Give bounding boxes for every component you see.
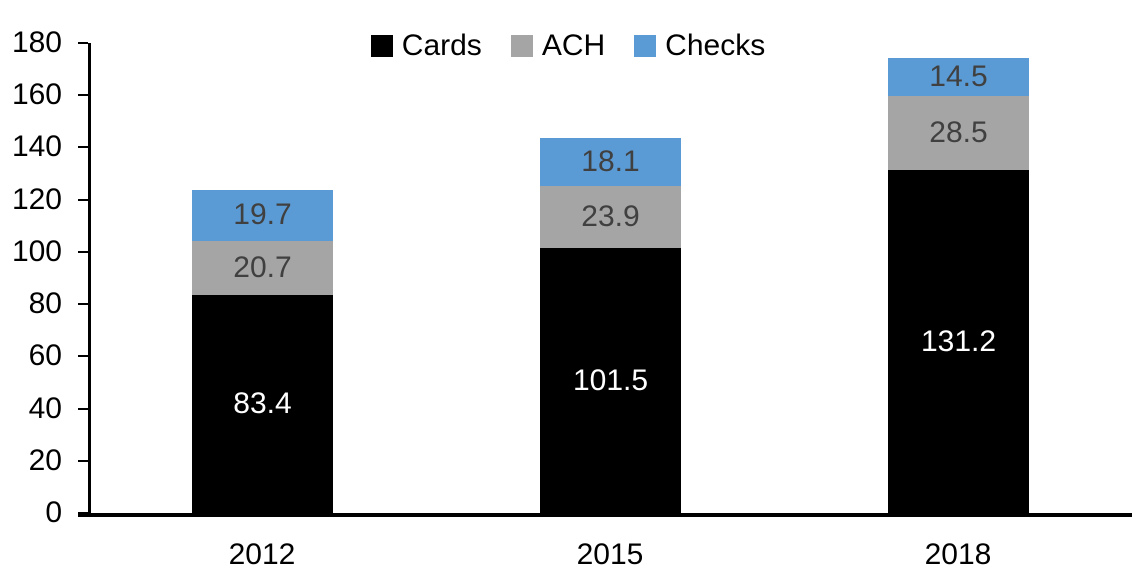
bar-segment-2012-checks: 19.7 bbox=[192, 189, 333, 242]
bar-value-label: 101.5 bbox=[572, 363, 649, 397]
y-axis-tick bbox=[78, 303, 88, 305]
bar-segment-2015-cards: 101.5 bbox=[540, 248, 681, 513]
y-axis-line bbox=[88, 43, 91, 517]
bar-value-label: 20.7 bbox=[233, 251, 292, 285]
legend-label: Cards bbox=[401, 29, 482, 62]
bar-value-label: 23.9 bbox=[581, 199, 640, 233]
x-axis-category-label: 2015 bbox=[576, 538, 644, 571]
y-axis-tick bbox=[78, 251, 88, 253]
y-axis-tick-label: 100 bbox=[11, 235, 62, 268]
y-axis-tick bbox=[78, 199, 88, 201]
y-axis-tick-label: 160 bbox=[11, 78, 62, 111]
legend-swatch-icon bbox=[634, 35, 657, 57]
y-axis-tick bbox=[78, 460, 88, 462]
y-axis-tick-label: 20 bbox=[28, 444, 62, 477]
bar-segment-2018-ach: 28.5 bbox=[888, 96, 1029, 171]
legend-label: Checks bbox=[665, 29, 766, 62]
bar-segment-2015-checks: 18.1 bbox=[540, 138, 681, 186]
bar-value-label: 131.2 bbox=[920, 324, 997, 358]
y-axis-tick bbox=[78, 94, 88, 96]
x-axis-category-label: 2012 bbox=[228, 538, 296, 571]
y-axis-tick-label: 40 bbox=[28, 392, 62, 425]
legend-label: ACH bbox=[541, 29, 606, 62]
bar-value-label: 19.7 bbox=[233, 198, 292, 232]
y-axis-tick bbox=[78, 408, 88, 410]
y-axis-tick-label: 120 bbox=[11, 183, 62, 216]
y-axis-tick-label: 0 bbox=[45, 496, 62, 529]
bar-segment-2018-checks: 14.5 bbox=[888, 58, 1029, 96]
y-axis-tick-label: 60 bbox=[28, 339, 62, 372]
y-axis-tick bbox=[78, 42, 88, 44]
bar-segment-2015-ach: 23.9 bbox=[540, 185, 681, 248]
y-axis-tick bbox=[78, 146, 88, 148]
bar-segment-2018-cards: 131.2 bbox=[888, 170, 1029, 513]
bar-value-label: 83.4 bbox=[233, 387, 292, 421]
legend-swatch-icon bbox=[510, 35, 533, 57]
x-axis-category-label: 2018 bbox=[924, 538, 992, 571]
bar-value-label: 18.1 bbox=[581, 144, 640, 178]
legend-item-checks: Checks bbox=[634, 31, 765, 61]
y-axis-tick bbox=[78, 355, 88, 357]
legend-item-cards: Cards bbox=[370, 29, 482, 62]
y-axis-tick-label: 80 bbox=[28, 287, 62, 320]
legend-item-ach: ACH bbox=[510, 29, 606, 62]
bar-segment-2012-cards: 83.4 bbox=[192, 295, 333, 513]
y-axis-tick-label: 140 bbox=[11, 130, 62, 163]
y-axis-tick-label: 180 bbox=[11, 26, 62, 59]
legend: Cards ACH Checks bbox=[0, 31, 1136, 61]
legend-swatch-icon bbox=[370, 35, 393, 57]
bar-value-label: 14.5 bbox=[929, 60, 988, 94]
bar-value-label: 28.5 bbox=[929, 116, 988, 150]
x-axis-line bbox=[78, 513, 1132, 517]
bar-segment-2012-ach: 20.7 bbox=[192, 241, 333, 296]
